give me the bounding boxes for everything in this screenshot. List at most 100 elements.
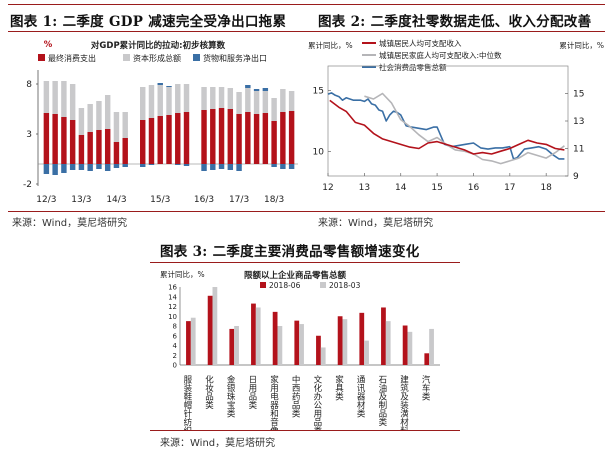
chart1-bar-0	[113, 142, 120, 164]
chart1-bar-1	[271, 98, 277, 121]
chart1-bar-2	[122, 164, 128, 167]
chart1-bar-1	[87, 104, 93, 132]
chart1-bar-2	[140, 164, 146, 167]
chart1-bar-0	[148, 118, 155, 164]
chart1-ylabel: %	[44, 40, 53, 50]
chart3-title: 限额以上企业商品零售总额	[244, 270, 347, 281]
figure3-top-rule	[150, 262, 460, 263]
chart1-bar-0	[140, 120, 146, 164]
chart1-legend-swatch-1	[123, 54, 130, 61]
chart3-category-label: 石油及制品类	[377, 375, 387, 427]
chart1-bar-0	[61, 117, 67, 164]
chart1-bar-2	[78, 164, 85, 170]
chart1-xtick-label: 15/3	[150, 195, 170, 205]
chart3-bar-0	[272, 311, 278, 365]
chart1-bar-0	[166, 115, 172, 164]
chart1-bar-0	[175, 113, 181, 164]
chart3-bar-0	[337, 316, 343, 365]
chart1-xtick-label: 14/3	[106, 195, 126, 205]
chart1-bar-1	[218, 87, 225, 108]
chart1-bar-2	[87, 164, 93, 171]
chart1-bar-1	[210, 87, 216, 109]
chart1-bar-1	[236, 92, 242, 114]
chart1-bar-0	[218, 108, 225, 164]
chart2-ytick-right: 13	[573, 117, 584, 127]
chart3-category-label: 建筑及装潢材料类	[399, 374, 409, 430]
chart3-bar-0	[186, 321, 191, 365]
chart3-bar-1	[277, 326, 283, 365]
chart3-bar-0	[251, 303, 256, 365]
chart1-legend-label-2: 货物和服务净出口	[203, 53, 267, 63]
chart1-bar-1	[253, 91, 260, 114]
chart3-bar-0	[359, 312, 365, 365]
chart1-bar-0	[183, 112, 190, 164]
chart1-bar-1	[96, 101, 102, 130]
chart2-ytick-left: 10	[313, 148, 325, 158]
chart1-bar-1	[280, 89, 286, 112]
chart1-bar-2	[69, 164, 76, 170]
chart1-bar-0	[253, 114, 260, 164]
chart1-bar-0	[236, 114, 242, 164]
chart1-bar-2	[227, 164, 234, 170]
chart1-legend-label-0: 最终消费支出	[48, 53, 96, 63]
chart3-ytick-label: 0	[173, 362, 177, 370]
chart3-ytick-label: 4	[173, 342, 178, 350]
chart1-bar-0	[104, 129, 111, 164]
chart1-ytick-label: 3	[26, 130, 32, 140]
chart1-legend-label-1: 资本形成总额	[133, 53, 181, 63]
chart3-legend-label-1: 2018-03	[329, 281, 361, 290]
chart1-bar-1	[61, 81, 67, 117]
chart3-category-label: 中西药品类	[290, 374, 300, 418]
chart3-legend-swatch-0	[260, 282, 266, 288]
figure3-bottom-rule	[150, 430, 460, 431]
chart1-xtick-label: 13/3	[71, 195, 91, 205]
chart3-category-label: 家具类	[334, 374, 344, 401]
chart2-ylabel-left: 累计同比，%	[308, 40, 353, 50]
chart2-ytick-left: 15	[313, 86, 324, 96]
chart3-ytick-label: 16	[168, 284, 177, 292]
chart3-bar-1	[320, 347, 326, 365]
chart2-ytick-right: 11	[573, 145, 584, 155]
figure1-title: 图表 1: 二季度 GDP 减速完全受净出口拖累	[10, 14, 287, 30]
chart3-category-label: 通讯器材类	[355, 374, 365, 418]
chart1-bar-2	[218, 164, 225, 169]
chart1-bar-0	[157, 116, 163, 164]
chart1-title: 对GDP累计同比的拉动:初步核算数	[91, 40, 226, 51]
figure2-title: 图表 2: 二季度社零数据走低、收入分配改善	[318, 14, 592, 30]
figure3-source: 来源：Wind，莫尼塔研究	[160, 438, 276, 449]
chart1-bar-1	[175, 84, 181, 113]
chart3-bar-0	[229, 328, 235, 365]
chart1-bar-1	[227, 88, 234, 109]
chart1-bar-0	[210, 109, 216, 164]
chart1-xtick-label: 18/3	[264, 195, 284, 205]
chart2-legend-label-2: 社会消费品零售总额	[379, 62, 447, 72]
chart1-bar-0	[69, 120, 76, 164]
chart3-bar-0	[402, 325, 408, 365]
chart2-xtick-label: 16	[468, 183, 480, 193]
chart1-bar-0	[271, 121, 277, 164]
chart2-ytick-right: 9	[573, 172, 579, 182]
mid-rule	[8, 211, 605, 212]
chart1-bar-2	[288, 164, 295, 169]
chart2-plot-frame	[327, 65, 569, 177]
chart1-bar-2	[201, 164, 207, 171]
chart3-bar-1	[255, 307, 261, 365]
chart1-bar-1	[288, 91, 295, 111]
chart2-xtick-label: 12	[322, 183, 333, 193]
chart2-xtick-label: 13	[359, 183, 370, 193]
chart3-category-label: 汽车类	[420, 374, 430, 401]
chart3-category-label: 日用品类	[247, 375, 257, 410]
chart1-bar-0	[96, 130, 102, 164]
chart3-bar-1	[342, 319, 348, 365]
chart3-legend-label-0: 2018-06	[269, 281, 301, 290]
chart2-legend-label-0: 城镇居民人均可支配收入	[379, 38, 462, 48]
chart1-bar-0	[245, 112, 251, 164]
chart1-bar-1	[52, 81, 58, 114]
chart1-bar-0	[78, 135, 85, 164]
chart3-ytick-label: 8	[173, 323, 177, 331]
chart1-bar-2	[210, 164, 216, 170]
chart1-bar-1	[157, 85, 163, 116]
chart1-bar-0	[43, 113, 50, 164]
chart3-bar-0	[316, 335, 321, 365]
